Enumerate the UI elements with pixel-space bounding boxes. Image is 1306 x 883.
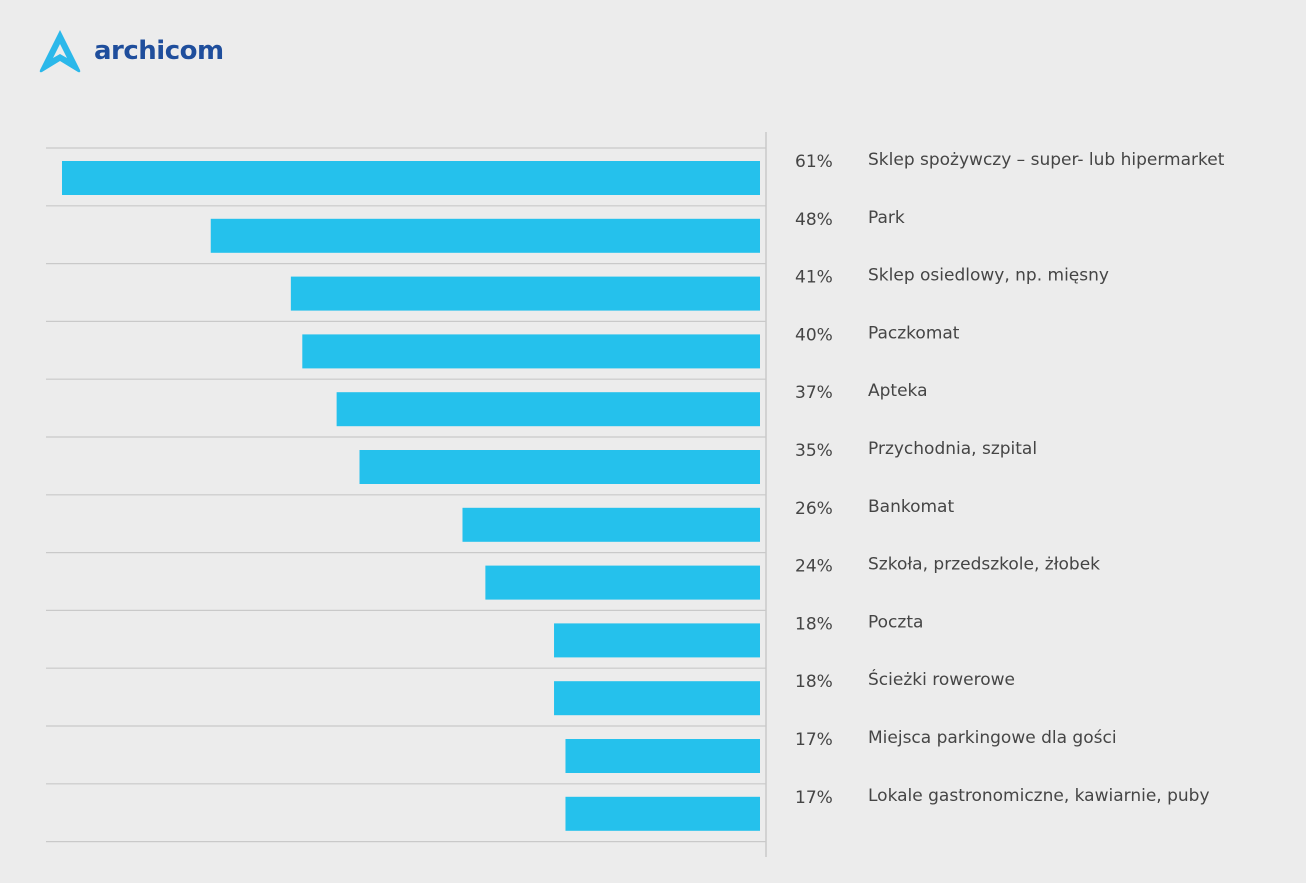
brand-logo: archicom: [38, 28, 224, 74]
category-labels: Sklep spożywczy – super- lub hipermarket…: [868, 150, 1225, 806]
value-label: 40%: [795, 325, 833, 345]
bar: [290, 276, 760, 311]
bar: [565, 796, 760, 831]
value-label: 24%: [795, 557, 833, 577]
bar: [462, 507, 760, 542]
category-label: Szkoła, przedszkole, żłobek: [868, 555, 1100, 575]
value-label: 61%: [795, 152, 833, 172]
bar: [554, 681, 760, 716]
bar: [62, 161, 760, 195]
archicom-logo-icon: [39, 30, 81, 73]
value-label: 18%: [795, 672, 833, 692]
value-label: 18%: [795, 614, 833, 634]
value-label: 48%: [795, 210, 833, 230]
category-label: Sklep spożywczy – super- lub hipermarket: [868, 150, 1225, 170]
bar: [359, 450, 760, 484]
category-label: Park: [868, 208, 905, 228]
bar: [336, 392, 760, 427]
value-label: 41%: [795, 268, 833, 288]
category-label: Apteka: [868, 381, 928, 401]
bar: [210, 218, 761, 253]
bar: [302, 334, 760, 369]
category-label: Sklep osiedlowy, np. mięsny: [868, 266, 1109, 286]
category-label: Bankomat: [868, 497, 954, 517]
value-label: 17%: [795, 730, 833, 750]
category-label: Paczkomat: [868, 323, 960, 343]
value-label: 26%: [795, 499, 833, 519]
grid-lines: [46, 147, 766, 843]
category-label: Poczta: [868, 612, 923, 632]
value-labels: 61% 48% 41% 40% 37% 35% 26% 24% 18% 18% 17% 17%: [795, 152, 833, 808]
bar: [485, 565, 760, 600]
bars: [62, 161, 761, 831]
bar: [554, 623, 760, 658]
category-label: Ścieżki rowerowe: [868, 668, 1015, 690]
category-label: Lokale gastronomiczne, kawiarnie, puby: [868, 786, 1210, 806]
brand-name: archicom: [94, 36, 224, 66]
bar: [565, 739, 760, 773]
value-label: 35%: [795, 441, 833, 461]
category-label: Miejsca parkingowe dla gości: [868, 728, 1117, 748]
value-label: 37%: [795, 383, 833, 403]
category-label: Przychodnia, szpital: [868, 439, 1037, 459]
value-label: 17%: [795, 788, 833, 808]
